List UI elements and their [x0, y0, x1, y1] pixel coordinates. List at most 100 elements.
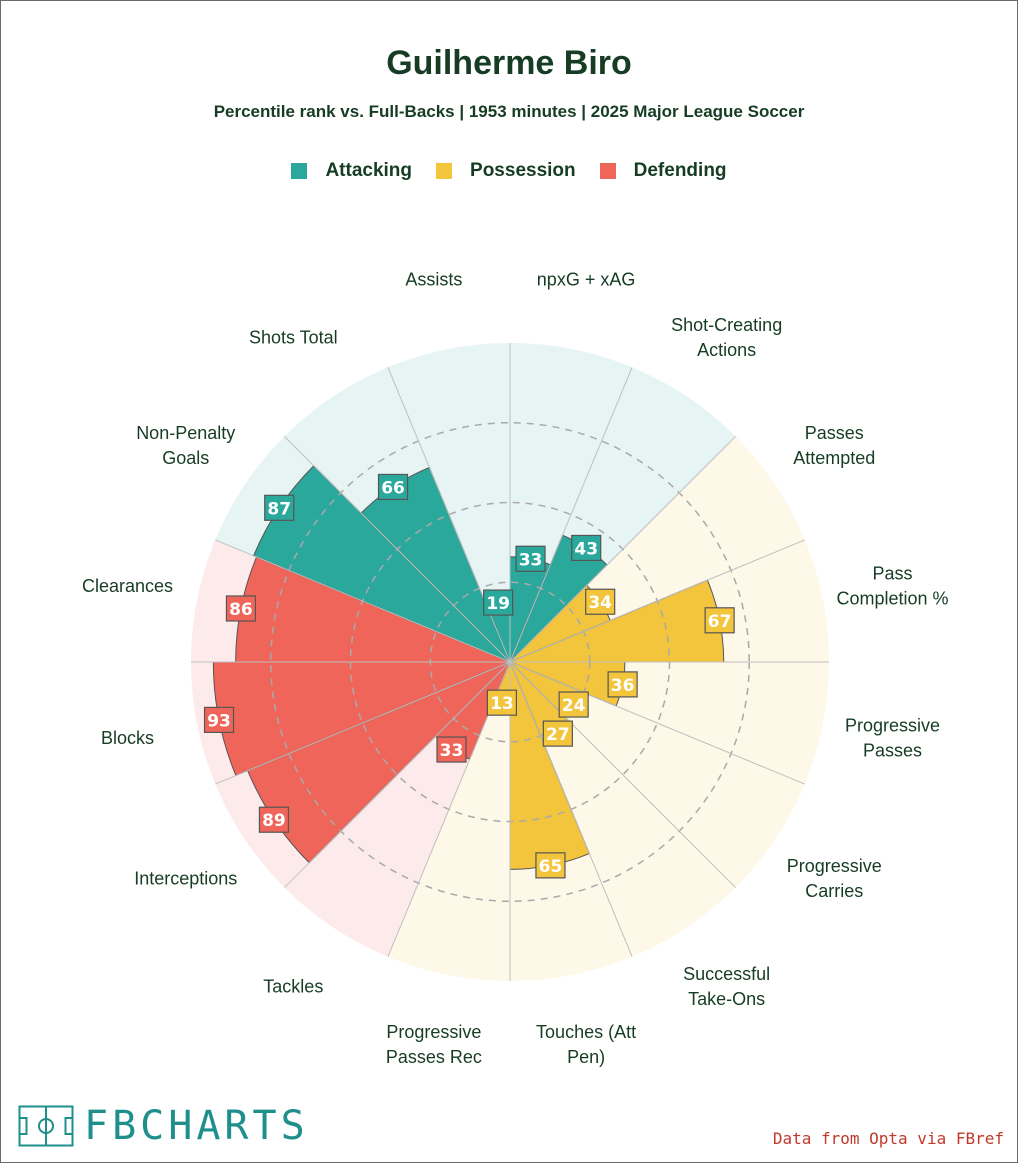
legend-item-attacking: Attacking	[291, 160, 412, 182]
value-box	[542, 720, 573, 747]
axis-label-line: Progressive	[386, 1022, 481, 1042]
axis-label: Touches (Att Pen)	[536, 1022, 636, 1067]
legend-label-attacking: Attacking	[325, 160, 413, 181]
value-box	[203, 706, 235, 733]
grid-spoke	[215, 539, 511, 663]
value-label: 93	[207, 711, 231, 731]
value-label: 65	[539, 857, 563, 877]
grid-spoke	[509, 539, 805, 663]
axis-label-line: Shot-Creating	[671, 315, 782, 335]
axis-label: Progressive Passes Rec	[386, 1022, 482, 1067]
logo-text: FBCHARTS	[84, 1103, 309, 1149]
axis-label: Pass Completion %	[836, 563, 948, 608]
grid-spoke	[509, 661, 633, 957]
axis-label: Tackles	[263, 976, 323, 996]
value-label: 33	[440, 741, 464, 761]
axis-label-line: Attempted	[793, 448, 875, 468]
background-sector	[510, 662, 805, 888]
value-box	[225, 595, 257, 622]
axis-label-line: Touches (Att	[536, 1022, 636, 1042]
axis-label: Blocks	[101, 728, 154, 748]
background-sector	[387, 662, 510, 981]
axis-label-line: Interceptions	[134, 869, 237, 889]
axis-label-line: Completion %	[836, 588, 948, 608]
axis-label-line: Take-Ons	[688, 989, 765, 1009]
axis-label: Passes Attempted	[793, 423, 875, 468]
pitch-icon	[18, 1105, 74, 1147]
fbcharts-logo: FBCHARTS	[18, 1103, 309, 1149]
axis-label-line: Tackles	[263, 976, 323, 996]
grid-spoke	[284, 436, 511, 663]
grid-spoke	[509, 661, 736, 888]
value-box	[571, 534, 602, 562]
grid-spoke	[509, 661, 805, 785]
value-box	[704, 607, 735, 634]
value-box	[515, 545, 546, 572]
chart-subtitle: Percentile rank vs. Full-Backs | 1953 mi…	[213, 102, 805, 121]
value-box	[585, 588, 616, 615]
legend-label-defending: Defending	[633, 160, 727, 181]
grid-spoke	[509, 436, 736, 663]
value-label: 19	[486, 594, 510, 614]
value-label: 86	[229, 600, 253, 620]
axis-label: Shot-Creating Actions	[671, 315, 782, 360]
value-box	[436, 736, 467, 763]
legend-swatch-possession	[436, 163, 453, 179]
axis-label-line: Successful	[683, 964, 770, 984]
value-label: 27	[546, 725, 570, 745]
value-label: 24	[562, 696, 586, 716]
axis-label-line: Assists	[405, 270, 462, 290]
value-label: 43	[574, 539, 598, 559]
axis-label: Clearances	[82, 576, 173, 596]
axis-label-line: Carries	[805, 881, 863, 901]
legend-label-possession: Possession	[470, 160, 576, 181]
axis-label-line: Clearances	[82, 576, 173, 596]
axis-label: Progressive Passes	[845, 716, 940, 761]
value-label: 34	[588, 593, 612, 613]
value-label: 89	[262, 811, 286, 831]
value-box	[264, 494, 295, 521]
chart-title: Guilherme Biro	[386, 44, 632, 82]
axis-label: Interceptions	[134, 869, 237, 889]
value-box	[486, 689, 518, 716]
axis-label-line: Passes Rec	[386, 1047, 482, 1067]
value-box	[535, 852, 566, 879]
axis-label-line: Actions	[697, 340, 756, 360]
axis-label: Non-Penalty Goals	[136, 423, 235, 468]
value-label: 13	[490, 694, 514, 714]
legend-swatch-attacking	[291, 163, 308, 179]
data-credit: Data from Opta via FBref	[772, 1129, 1004, 1148]
axis-label-line: Shots Total	[249, 328, 338, 348]
value-box	[377, 473, 409, 501]
axis-label: npxG + xAG	[537, 270, 636, 290]
axis-label-line: Blocks	[101, 728, 154, 748]
axis-label-line: Progressive	[787, 856, 882, 876]
value-box	[558, 691, 589, 718]
value-label: 87	[267, 499, 291, 519]
grid-spoke	[215, 661, 511, 785]
axis-label: Progressive Carries	[787, 856, 882, 901]
legend-item-possession: Possession	[436, 160, 576, 182]
background-sector	[387, 343, 510, 662]
value-label: 66	[381, 478, 405, 498]
value-box	[483, 589, 514, 616]
axis-label: Shots Total	[249, 328, 338, 348]
grid-spoke	[284, 661, 511, 888]
value-label: 33	[519, 550, 543, 570]
legend-swatch-defending	[599, 163, 616, 179]
legend-item-defending: Defending	[599, 160, 727, 182]
axis-label-line: Pen)	[567, 1047, 605, 1067]
value-box	[258, 806, 290, 833]
axis-label-line: Non-Penalty	[136, 423, 235, 443]
axis-label: Successful Take-Ons	[683, 964, 770, 1009]
value-label: 36	[611, 676, 635, 696]
axis-label-line: Passes	[863, 741, 922, 761]
axis-label-line: Goals	[162, 448, 209, 468]
legend: Attacking Possession Defending	[0, 160, 1018, 182]
axis-label-line: npxG + xAG	[537, 270, 636, 290]
axis-label: Assists	[405, 270, 462, 290]
value-box	[607, 671, 638, 698]
axis-label-line: Pass	[872, 563, 912, 583]
axis-label-line: Progressive	[845, 716, 940, 736]
